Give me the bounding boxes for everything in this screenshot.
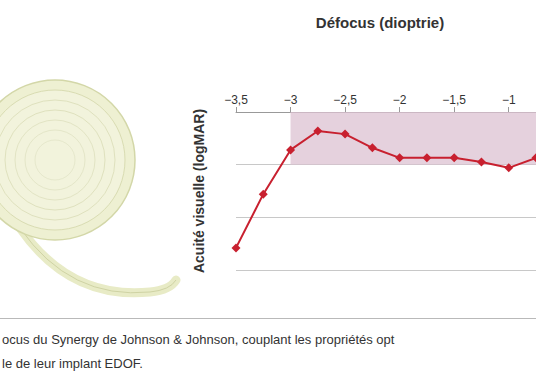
svg-text:Défocus (dioptrie): Défocus (dioptrie) [316,14,444,31]
svg-text:−3,5: −3,5 [224,93,248,107]
html-text:ocus du Synergy de Johnson & J: ocus du Synergy de Johnson & Johnson, co… [2,332,395,347]
svg-text:−3: −3 [284,93,298,107]
svg-text:−2: −2 [393,93,407,107]
svg-text:−1,5: −1,5 [442,93,466,107]
html-text:le de leur implant EDOF.: le de leur implant EDOF. [2,356,143,371]
svg-text:−1: −1 [502,93,516,107]
svg-text:Acuité visuelle (logMAR): Acuité visuelle (logMAR) [191,109,207,273]
svg-text:−2,5: −2,5 [333,93,357,107]
